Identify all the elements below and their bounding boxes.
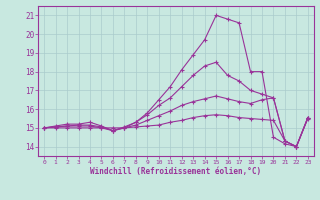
- X-axis label: Windchill (Refroidissement éolien,°C): Windchill (Refroidissement éolien,°C): [91, 167, 261, 176]
